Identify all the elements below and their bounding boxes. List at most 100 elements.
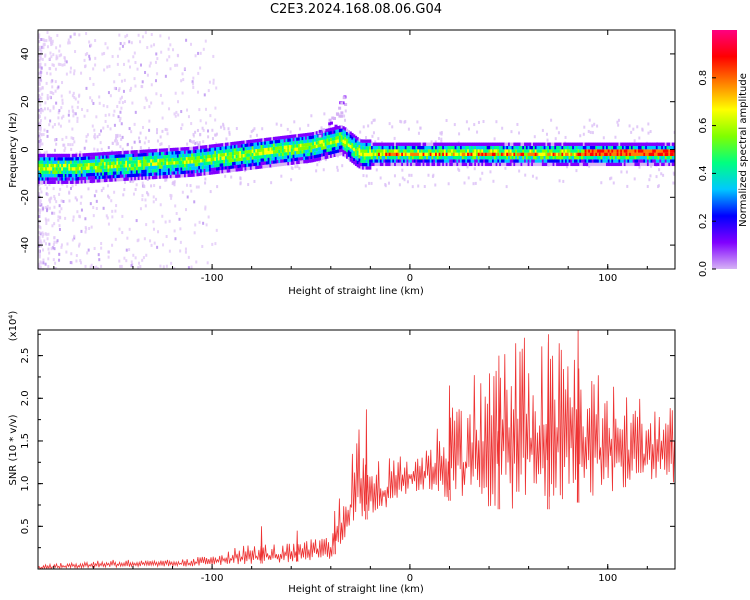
heat-cell: [235, 158, 238, 162]
heat-cell: [251, 159, 254, 163]
heat-cell: [465, 159, 468, 163]
heat-cell: [239, 140, 242, 145]
noise-cell: [38, 131, 41, 135]
heat-cell: [379, 152, 383, 157]
heat-cell: [536, 152, 539, 157]
noise-cell: [252, 128, 255, 132]
heat-cell: [588, 145, 591, 150]
heat-cell: [292, 137, 295, 142]
heat-cell: [552, 142, 555, 146]
noise-cell: [204, 205, 207, 209]
heat-cell: [395, 149, 399, 153]
heat-cell: [454, 145, 457, 150]
heat-cell: [244, 140, 247, 144]
heat-cell: [383, 159, 386, 163]
heat-cell: [321, 146, 324, 150]
heat-cell: [45, 153, 48, 158]
heat-cell: [572, 145, 575, 150]
noise-cell: [66, 184, 69, 188]
noise-cell: [344, 118, 347, 122]
noise-cell: [156, 139, 159, 143]
heat-cell: [475, 142, 479, 146]
heat-cell: [262, 151, 265, 155]
heat-cell: [559, 142, 562, 146]
heat-cell: [340, 138, 343, 142]
heat-cell: [109, 165, 112, 169]
noise-cell: [57, 218, 60, 222]
heat-cell: [150, 165, 153, 170]
heat-cell: [84, 179, 87, 184]
heat-cell: [276, 139, 279, 144]
heat-cell: [600, 155, 603, 160]
noise-cell: [387, 181, 390, 185]
heat-cell: [317, 137, 320, 141]
heat-cell: [613, 162, 616, 167]
noise-cell: [144, 136, 147, 140]
heat-cell: [80, 160, 83, 164]
heat-cell: [299, 153, 302, 158]
noise-cell: [47, 232, 50, 236]
heat-cell: [662, 145, 666, 150]
heat-cell: [369, 149, 372, 153]
heat-cell: [335, 112, 339, 116]
heat-cell: [452, 162, 456, 167]
spectrogram-x-tick-label: -100: [201, 273, 224, 284]
heat-cell: [294, 140, 297, 145]
heat-cell: [187, 173, 190, 178]
heat-cell: [522, 162, 525, 167]
heat-cell: [217, 163, 221, 168]
heat-cell: [397, 152, 400, 157]
noise-cell: [53, 197, 56, 201]
heat-cell: [386, 162, 390, 167]
heat-cell: [310, 159, 313, 163]
noise-cell: [85, 86, 88, 90]
heat-cell: [557, 159, 561, 163]
heat-cell: [173, 171, 176, 175]
heat-cell: [595, 145, 598, 150]
heat-cell: [98, 175, 101, 180]
heat-cell: [643, 162, 646, 167]
heat-cell: [280, 142, 283, 147]
heat-cell: [141, 166, 144, 170]
heat-cell: [440, 149, 443, 153]
noise-cell: [121, 147, 124, 151]
heat-cell: [151, 155, 155, 160]
heat-cell: [532, 159, 536, 163]
heat-cell: [281, 139, 285, 143]
heat-cell: [135, 163, 139, 167]
heat-cell: [45, 163, 48, 168]
heat-cell: [655, 159, 659, 163]
heat-cell: [80, 153, 83, 157]
heat-cell: [340, 101, 344, 105]
heat-cell: [650, 155, 653, 160]
heat-cell: [297, 153, 301, 158]
heat-cell: [180, 147, 183, 151]
heat-cell: [73, 157, 76, 161]
noise-cell: [65, 60, 68, 64]
heat-cell: [454, 162, 457, 167]
heat-cell: [365, 142, 368, 147]
heat-cell: [349, 154, 352, 159]
noise-cell: [579, 134, 582, 138]
noise-cell: [121, 101, 124, 105]
noise-cell: [222, 122, 225, 126]
heat-cell: [276, 159, 279, 164]
noise-cell: [371, 134, 374, 138]
heat-cell: [114, 154, 117, 159]
heat-cell: [119, 164, 123, 168]
heat-cell: [548, 145, 552, 150]
heat-cell: [322, 152, 326, 157]
heat-cell: [349, 131, 352, 135]
heat-cell: [100, 165, 103, 169]
noise-cell: [224, 174, 227, 178]
heat-cell: [420, 149, 423, 153]
heat-cell: [121, 170, 124, 175]
heat-cell: [326, 135, 329, 139]
heat-cell: [636, 149, 639, 153]
heat-cell: [401, 149, 404, 153]
heat-cell: [43, 170, 46, 174]
heat-cell: [499, 145, 502, 150]
heat-cell: [584, 142, 587, 146]
heat-cell: [518, 142, 521, 146]
heat-cell: [258, 148, 261, 153]
